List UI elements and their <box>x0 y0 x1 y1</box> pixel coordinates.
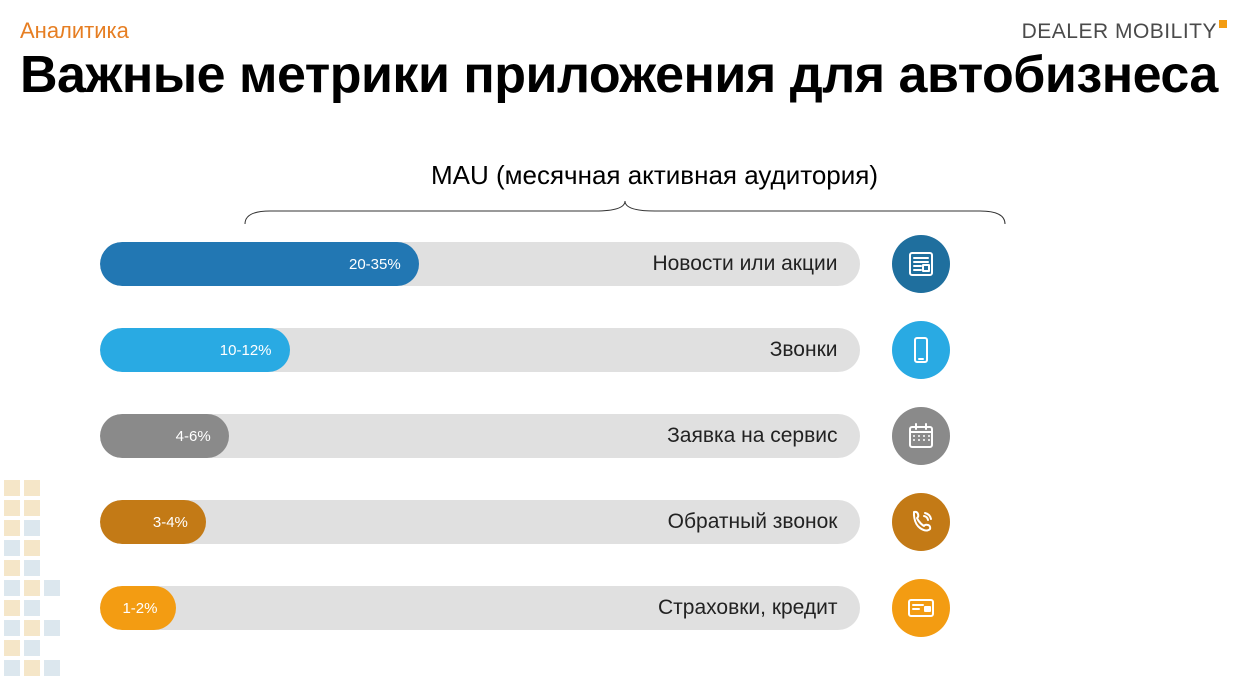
decor-square <box>24 560 40 576</box>
slide: Аналитика DEALER MOBILITY Важные метрики… <box>0 0 1249 691</box>
decor-square <box>44 580 60 596</box>
decor-square <box>4 500 20 516</box>
decor-square <box>24 520 40 536</box>
bar-track: 20-35% Новости или акции <box>100 242 860 286</box>
brand-dot-icon <box>1219 20 1227 28</box>
news-icon <box>892 235 950 293</box>
decor-square <box>24 580 40 596</box>
chart: MAU (месячная активная аудитория) 20-35%… <box>0 160 1249 665</box>
bar-pct-label: 3-4% <box>153 514 188 531</box>
decor-square <box>4 540 20 556</box>
decor-square <box>4 640 20 656</box>
decor-square <box>4 660 20 676</box>
bar-track: 4-6% Заявка на сервис <box>100 414 860 458</box>
bracket-icon <box>240 199 1010 225</box>
decor-square <box>24 500 40 516</box>
phone-ring-icon <box>892 493 950 551</box>
decor-square <box>4 580 20 596</box>
card-icon <box>892 579 950 637</box>
decor-square <box>24 600 40 616</box>
calendar-icon <box>892 407 950 465</box>
decor-square <box>24 640 40 656</box>
bar-label: Страховки, кредит <box>658 586 838 630</box>
brand-logo: DEALER MOBILITY <box>1022 20 1227 44</box>
bar-fill: 4-6% <box>100 414 229 458</box>
bar-label: Новости или акции <box>652 242 837 286</box>
bar-pct-label: 20-35% <box>349 256 401 273</box>
page-title: Важные метрики приложения для автобизнес… <box>20 48 1229 103</box>
decor-square <box>4 560 20 576</box>
bar-track: 3-4% Обратный звонок <box>100 500 860 544</box>
decor-square <box>24 480 40 496</box>
bar-label: Обратный звонок <box>668 500 838 544</box>
decor-square <box>4 620 20 636</box>
chart-row: 10-12% Звонки <box>100 321 1150 379</box>
bar-track: 1-2% Страховки, кредит <box>100 586 860 630</box>
bar-fill: 10-12% <box>100 328 290 372</box>
bar-label: Звонки <box>770 328 838 372</box>
bar-pct-label: 1-2% <box>122 600 157 617</box>
decor-square <box>24 620 40 636</box>
decor-square <box>44 660 60 676</box>
chart-title: MAU (месячная активная аудитория) <box>0 160 1249 191</box>
decor-square <box>44 620 60 636</box>
bar-fill: 20-35% <box>100 242 419 286</box>
decor-square <box>4 600 20 616</box>
bar-fill: 1-2% <box>100 586 176 630</box>
bar-fill: 3-4% <box>100 500 206 544</box>
decor-square <box>24 660 40 676</box>
bar-pct-label: 4-6% <box>176 428 211 445</box>
chart-rows: 20-35% Новости или акции 10-12% Звонки 4-6% З… <box>100 235 1150 637</box>
decor-square <box>24 540 40 556</box>
phone-outline-icon <box>892 321 950 379</box>
bar-track: 10-12% Звонки <box>100 328 860 372</box>
bar-pct-label: 10-12% <box>220 342 272 359</box>
chart-row: 3-4% Обратный звонок <box>100 493 1150 551</box>
bar-label: Заявка на сервис <box>667 414 837 458</box>
decor-square <box>4 480 20 496</box>
chart-row: 1-2% Страховки, кредит <box>100 579 1150 637</box>
chart-row: 20-35% Новости или акции <box>100 235 1150 293</box>
chart-row: 4-6% Заявка на сервис <box>100 407 1150 465</box>
brand-text: DEALER MOBILITY <box>1022 20 1217 43</box>
decor-square <box>4 520 20 536</box>
